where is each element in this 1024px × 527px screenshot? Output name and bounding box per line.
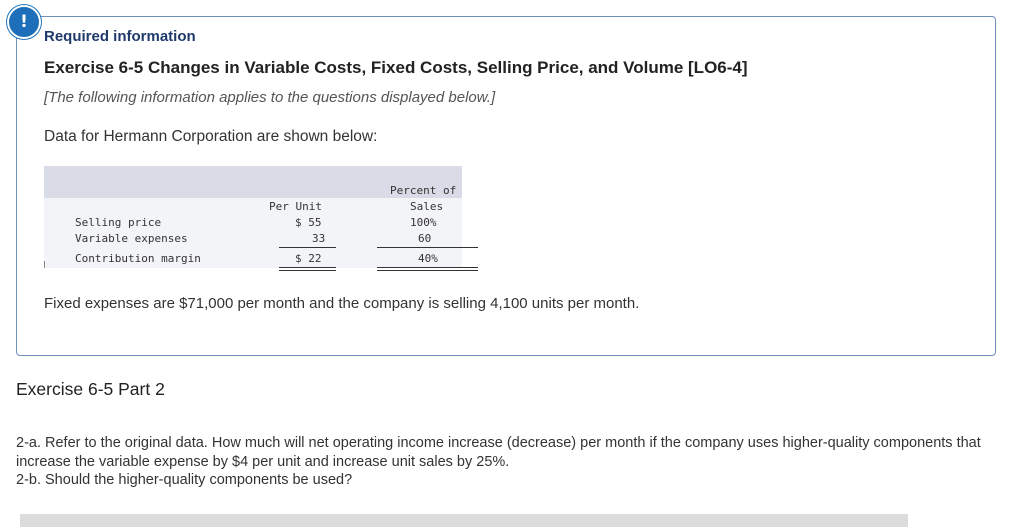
per-unit-subtotal-rule bbox=[279, 247, 336, 248]
row-label-variable-expenses: Variable expenses bbox=[75, 232, 188, 245]
question-2a: 2-a. Refer to the original data. How muc… bbox=[16, 435, 981, 470]
row-label-selling-price: Selling price bbox=[75, 216, 162, 229]
required-information-card bbox=[16, 16, 996, 356]
col-header-per-unit: Per Unit bbox=[269, 200, 322, 213]
percent-total-double-rule bbox=[377, 267, 478, 271]
percent-subtotal-rule bbox=[377, 247, 478, 248]
per-unit-total-double-rule bbox=[279, 267, 336, 271]
percent-variable-expenses: 60 bbox=[418, 232, 432, 245]
part-title: Exercise 6-5 Part 2 bbox=[16, 379, 165, 399]
required-information-label: Required information bbox=[44, 28, 196, 45]
contribution-data-table: Percent of Per Unit Sales Selling price … bbox=[44, 166, 478, 271]
row-label-contribution-margin: Contribution margin bbox=[75, 252, 201, 265]
question-2b: 2-b. Should the higher-quality component… bbox=[16, 472, 353, 488]
table-edge-mark bbox=[44, 261, 45, 268]
exercise-title: Exercise 6-5 Changes in Variable Costs, … bbox=[44, 58, 748, 77]
answer-area[interactable] bbox=[20, 514, 908, 527]
intro-text: Data for Hermann Corporation are shown b… bbox=[44, 128, 378, 145]
table-body-band bbox=[44, 198, 462, 268]
applies-note: [The following information applies to th… bbox=[44, 89, 496, 106]
percent-contribution-margin: 40% bbox=[418, 252, 438, 265]
col-header-percent-line2: Sales bbox=[410, 200, 444, 213]
per-unit-selling-price: $ 55 bbox=[295, 216, 322, 229]
per-unit-contribution-margin: $ 22 bbox=[295, 252, 322, 265]
alert-icon: ! bbox=[7, 5, 41, 39]
fixed-expenses-note: Fixed expenses are $71,000 per month and… bbox=[44, 295, 640, 312]
col-header-percent-line1: Percent of bbox=[390, 184, 457, 197]
table-header-band bbox=[44, 166, 462, 198]
percent-selling-price: 100% bbox=[410, 216, 437, 229]
per-unit-variable-expenses: 33 bbox=[312, 232, 326, 245]
